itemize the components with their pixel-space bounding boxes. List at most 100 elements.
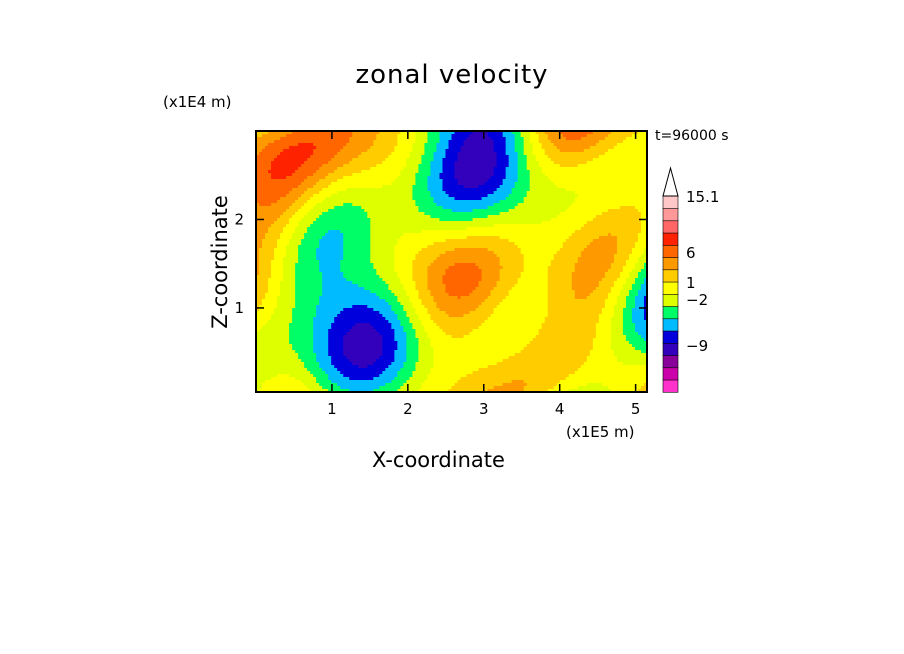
contour-cell: [478, 179, 483, 183]
contour-cell: [622, 170, 627, 174]
contour-cell: [322, 167, 326, 171]
contour-cell: [577, 131, 582, 135]
contour-cell: [352, 146, 356, 150]
contour-cell: [331, 149, 335, 153]
contour-cell: [301, 173, 305, 177]
contour-cell: [265, 137, 269, 141]
contour-cell: [544, 200, 549, 204]
contour-cell: [403, 164, 407, 168]
contour-cell: [607, 164, 612, 168]
contour-cell: [562, 218, 567, 222]
contour-cell: [541, 218, 546, 222]
contour-cell: [406, 143, 410, 147]
contour-cell: [334, 167, 338, 171]
contour-cell: [421, 209, 426, 213]
contour-cell: [415, 164, 420, 168]
contour-cell: [598, 146, 603, 150]
contour-cell: [370, 140, 374, 144]
contour-cell: [517, 218, 522, 222]
contour-cell: [574, 167, 579, 171]
contour-cell: [619, 215, 624, 219]
contour-cell: [421, 149, 426, 153]
contour-cell: [343, 206, 347, 210]
contour-cell: [328, 188, 332, 192]
contour-cell: [640, 167, 645, 171]
contour-cell: [505, 185, 510, 189]
contour-cell: [295, 218, 299, 222]
contour-cell: [325, 167, 329, 171]
contour-cell: [550, 161, 555, 165]
contour-cell: [268, 203, 272, 207]
contour-cell: [304, 206, 308, 210]
contour-cell: [475, 170, 480, 174]
contour-cell: [433, 185, 438, 189]
contour-cell: [610, 215, 615, 219]
contour-cell: [571, 200, 576, 204]
contour-cell: [616, 176, 621, 180]
contour-cell: [346, 179, 350, 183]
contour-cell: [400, 209, 404, 213]
contour-cell: [613, 197, 618, 201]
contour-cell: [322, 218, 326, 222]
contour-cell: [634, 191, 639, 195]
contour-cell: [436, 140, 441, 144]
contour-cell: [316, 191, 320, 195]
contour-cell: [469, 131, 474, 135]
contour-cell: [595, 170, 600, 174]
contour-cell: [544, 173, 549, 177]
contour-cell: [502, 206, 507, 210]
contour-cell: [622, 173, 627, 177]
contour-cell: [340, 206, 344, 210]
contour-cell: [391, 152, 395, 156]
contour-cell: [523, 173, 528, 177]
contour-cell: [574, 161, 579, 165]
contour-cell: [595, 200, 600, 204]
contour-cell: [421, 161, 426, 165]
contour-cell: [340, 179, 344, 183]
contour-cell: [556, 155, 561, 159]
contour-cell: [619, 185, 624, 189]
contour-cell: [424, 176, 429, 180]
contour-cell: [325, 218, 329, 222]
contour-cell: [529, 212, 534, 216]
contour-cell: [628, 155, 633, 159]
contour-cell: [388, 194, 392, 198]
contour-cell: [493, 197, 498, 201]
contour-cell: [349, 182, 353, 186]
contour-cell: [313, 191, 317, 195]
contour-cell: [328, 152, 332, 156]
contour-cell: [433, 134, 438, 138]
contour-cell: [442, 191, 447, 195]
contour-cell: [625, 137, 630, 141]
contour-cell: [280, 131, 284, 135]
contour-cell: [442, 170, 447, 174]
contour-cell: [259, 149, 263, 153]
contour-cell: [589, 197, 594, 201]
contour-cell: [493, 170, 498, 174]
contour-cell: [457, 143, 462, 147]
contour-cell: [385, 176, 389, 180]
contour-cell: [607, 227, 612, 231]
contour-cell: [358, 209, 362, 213]
contour-cell: [499, 200, 504, 204]
contour-cell: [343, 146, 347, 150]
contour-cell: [325, 221, 329, 225]
contour-cell: [349, 140, 353, 144]
contour-cell: [520, 173, 525, 177]
contour-cell: [337, 221, 341, 225]
contour-cell: [385, 170, 389, 174]
contour-cell: [451, 164, 456, 168]
contour-cell: [517, 131, 522, 135]
contour-cell: [448, 194, 453, 198]
contour-cell: [361, 206, 365, 210]
contour-cell: [268, 131, 272, 135]
contour-cell: [580, 131, 585, 135]
contour-cell: [430, 134, 435, 138]
contour-cell: [571, 188, 576, 192]
contour-cell: [292, 218, 296, 222]
contour-cell: [466, 197, 471, 201]
contour-cell: [295, 152, 299, 156]
contour-cell: [343, 134, 347, 138]
contour-cell: [460, 209, 465, 213]
contour-cell: [553, 185, 558, 189]
